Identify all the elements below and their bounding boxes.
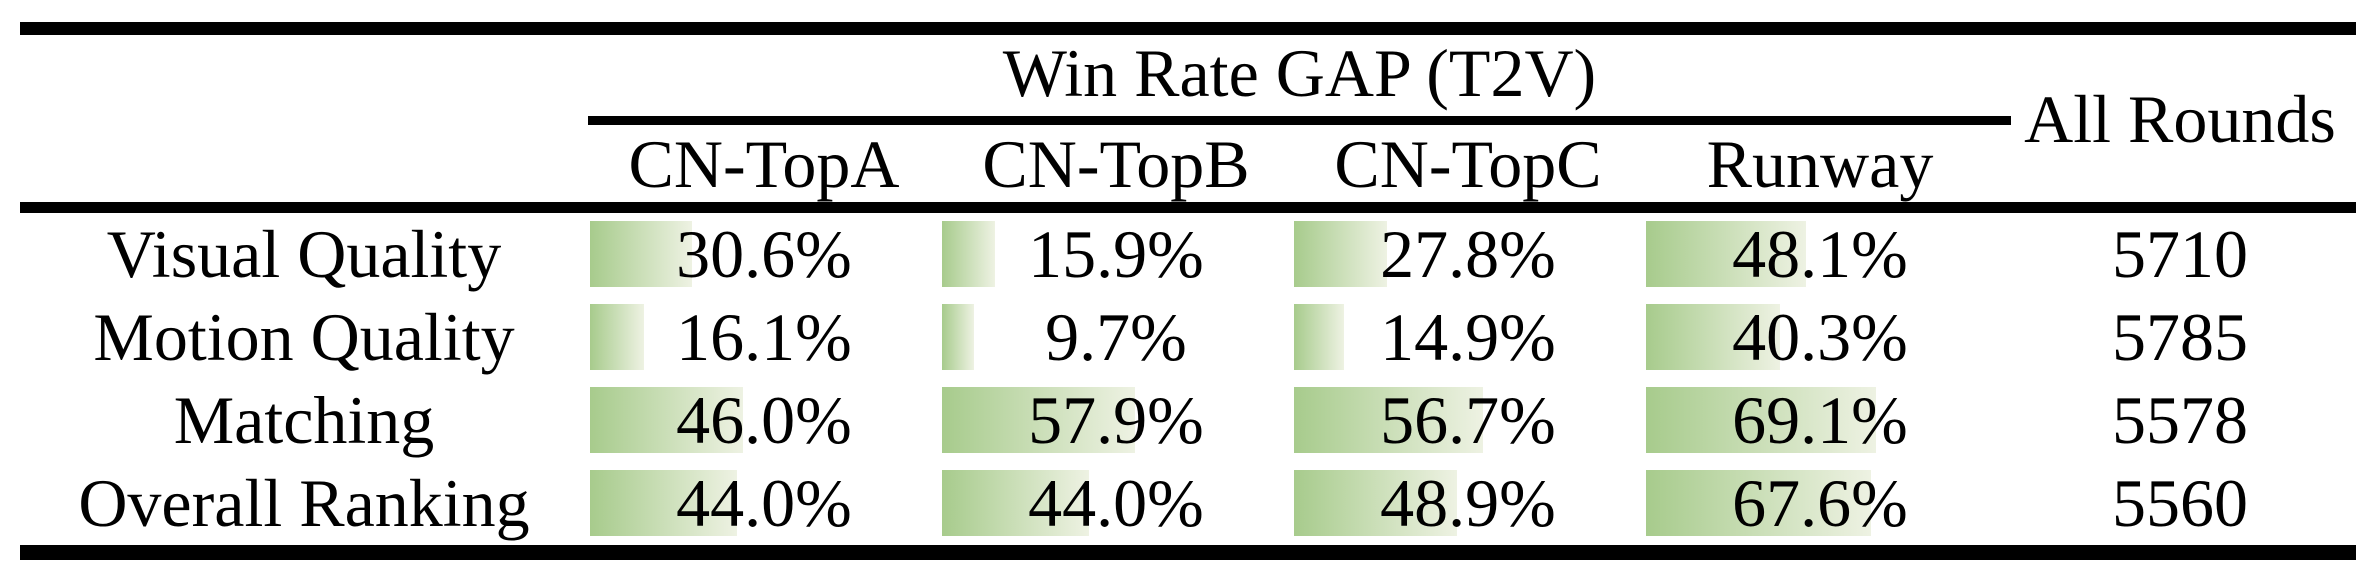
- win-rate-bar: [590, 303, 644, 370]
- group-header-underline: [588, 116, 2011, 125]
- win-rate-bar: [1294, 303, 1344, 370]
- table-row-matching: Matching 46.0% 57.9% 56.7% 69.1% 5578: [0, 378, 2376, 461]
- all-rounds-value: 5785: [2112, 298, 2248, 375]
- row-label: Overall Ranking: [78, 465, 530, 541]
- table-cell: 56.7%: [1292, 378, 1644, 461]
- row-label: Matching: [173, 381, 435, 458]
- bar-area: [1294, 386, 1627, 453]
- bar-area: [1646, 303, 1979, 370]
- win-rate-value: 27.8%: [1380, 215, 1556, 292]
- bar-area: [1294, 220, 1627, 287]
- row-label: Motion Quality: [93, 298, 515, 375]
- group-header-win-rate-gap: Win Rate GAP (T2V): [1002, 35, 1597, 111]
- all-rounds-value: 5578: [2112, 381, 2248, 458]
- win-rate-value: 56.7%: [1380, 381, 1556, 458]
- column-header-runway: Runway: [1706, 125, 1934, 202]
- table-cell: 16.1%: [588, 295, 940, 378]
- table-cell: 44.0%: [588, 461, 940, 545]
- column-header-cn-topb: CN-TopB: [982, 125, 1250, 202]
- win-rate-bar: [590, 470, 737, 536]
- table-cell: 48.9%: [1292, 461, 1644, 545]
- table-row-motion-quality: Motion Quality 16.1% 9.7% 14.9% 40.3% 57: [0, 295, 2376, 378]
- column-header-cn-topc: CN-TopC: [1334, 125, 1602, 202]
- table-row-visual-quality: Visual Quality 30.6% 15.9% 27.8% 48.1% 5: [0, 212, 2376, 295]
- win-rate-value: 44.0%: [1028, 465, 1204, 541]
- win-rate-value: 44.0%: [676, 465, 852, 541]
- win-rate-value: 15.9%: [1028, 215, 1204, 292]
- win-rate-bar: [1646, 220, 1807, 287]
- bar-area: [942, 303, 1275, 370]
- table-cell: 67.6%: [1644, 461, 1996, 545]
- win-rate-value: 48.1%: [1732, 215, 1908, 292]
- table-top-rule: [20, 22, 2356, 35]
- bar-area: [590, 220, 923, 287]
- table-cell: 9.7%: [940, 295, 1292, 378]
- win-rate-bar: [1646, 470, 1872, 536]
- bar-area: [1646, 470, 1979, 536]
- all-rounds-value: 5710: [2112, 215, 2248, 292]
- row-label: Visual Quality: [106, 215, 502, 292]
- win-rate-value: 16.1%: [676, 298, 852, 375]
- bar-area: [942, 220, 1275, 287]
- table-cell: 46.0%: [588, 378, 940, 461]
- table-bottom-rule: [20, 545, 2356, 560]
- win-rate-bar: [1646, 303, 1781, 370]
- win-rate-value: 67.6%: [1732, 465, 1908, 541]
- bar-area: [942, 386, 1275, 453]
- table-row-overall-ranking: Overall Ranking 44.0% 44.0% 48.9% 67.6%: [0, 461, 2376, 545]
- bar-area: [590, 303, 923, 370]
- bar-area: [590, 386, 923, 453]
- table-cell: 69.1%: [1644, 378, 1996, 461]
- column-header-all-rounds: All Rounds: [2024, 81, 2336, 157]
- win-rate-value: 69.1%: [1732, 381, 1908, 458]
- table-cell: 48.1%: [1644, 212, 1996, 295]
- win-rate-bar: [942, 303, 975, 370]
- win-rate-bar: [1294, 386, 1483, 453]
- table-cell: 30.6%: [588, 212, 940, 295]
- table-cell: 57.9%: [940, 378, 1292, 461]
- win-rate-value: 14.9%: [1380, 298, 1556, 375]
- bar-area: [1294, 303, 1627, 370]
- win-rate-bar: [590, 386, 744, 453]
- win-rate-value: 30.6%: [676, 215, 852, 292]
- table-cell: 27.8%: [1292, 212, 1644, 295]
- column-header-cn-topa: CN-TopA: [628, 125, 900, 202]
- table-cell: 44.0%: [940, 461, 1292, 545]
- bar-area: [590, 470, 923, 536]
- table-mid-rule: [20, 202, 2356, 213]
- win-rate-value: 48.9%: [1380, 465, 1556, 541]
- win-rate-bar: [1646, 386, 1877, 453]
- win-rate-value: 40.3%: [1732, 298, 1908, 375]
- all-rounds-value: 5560: [2112, 465, 2248, 541]
- table-cell: 15.9%: [940, 212, 1292, 295]
- bar-area: [1646, 220, 1979, 287]
- bar-area: [1646, 386, 1979, 453]
- win-rate-bar: [1294, 470, 1457, 536]
- table-cell: 14.9%: [1292, 295, 1644, 378]
- win-rate-bar: [942, 470, 1089, 536]
- win-rate-bar: [590, 220, 692, 287]
- win-rate-bar: [1294, 220, 1387, 287]
- win-rate-value: 9.7%: [1045, 298, 1187, 375]
- bar-area: [942, 470, 1275, 536]
- bar-area: [1294, 470, 1627, 536]
- win-rate-value: 57.9%: [1028, 381, 1204, 458]
- win-rate-bar: [942, 386, 1135, 453]
- table-cell: 40.3%: [1644, 295, 1996, 378]
- win-rate-value: 46.0%: [676, 381, 852, 458]
- win-rate-bar: [942, 220, 995, 287]
